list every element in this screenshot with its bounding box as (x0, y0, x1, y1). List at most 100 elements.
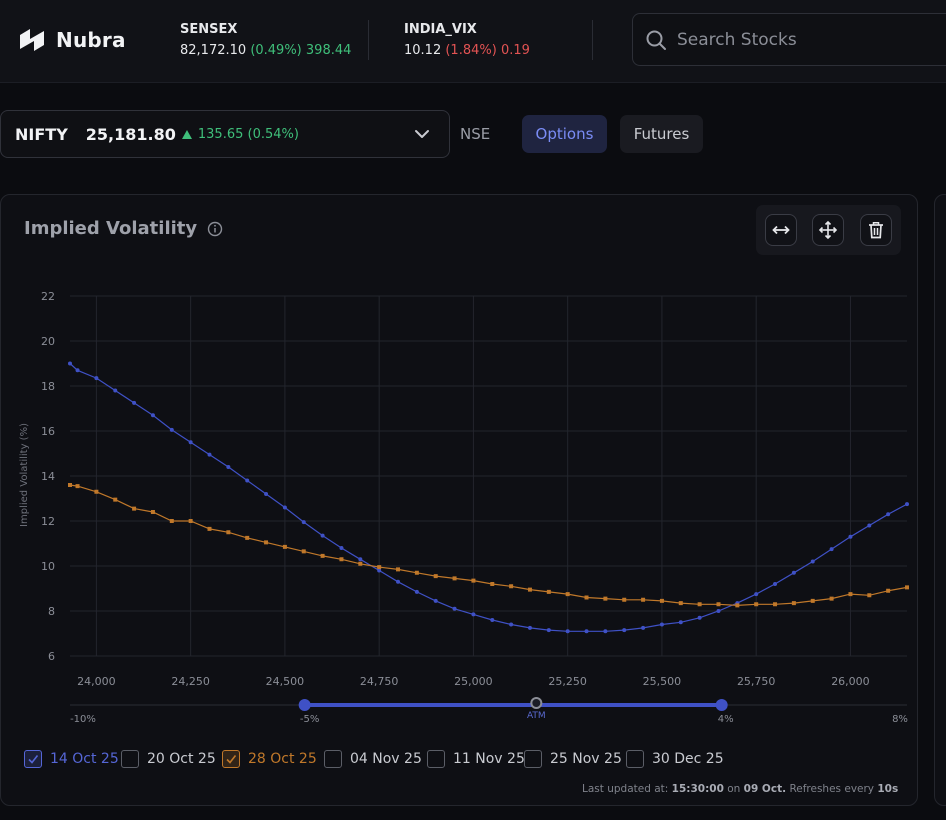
data-point[interactable] (659, 622, 664, 627)
move-button[interactable] (812, 214, 844, 246)
data-point[interactable] (301, 520, 306, 525)
data-point[interactable] (697, 615, 702, 620)
data-point[interactable] (320, 553, 325, 558)
data-point[interactable] (377, 565, 382, 570)
data-point[interactable] (886, 512, 891, 517)
data-point[interactable] (452, 576, 457, 581)
atm-marker[interactable] (530, 697, 543, 709)
expiry-option[interactable]: 20 Oct 25 (121, 750, 216, 768)
data-point[interactable] (169, 519, 174, 523)
data-point[interactable] (622, 597, 627, 602)
data-point[interactable] (527, 625, 532, 630)
data-point[interactable] (245, 535, 250, 540)
data-point[interactable] (791, 570, 796, 575)
data-point[interactable] (68, 361, 72, 366)
expiry-option[interactable]: 30 Dec 25 (626, 750, 724, 768)
data-point[interactable] (433, 574, 438, 579)
data-point[interactable] (848, 592, 853, 597)
data-point[interactable] (282, 505, 287, 510)
data-point[interactable] (584, 629, 589, 634)
symbol-selector[interactable]: NIFTY 25,181.80 135.65 (0.54%) (0, 110, 450, 158)
data-point[interactable] (226, 465, 231, 469)
data-point[interactable] (320, 533, 325, 538)
data-point[interactable] (810, 559, 815, 564)
data-point[interactable] (829, 547, 834, 552)
brand-logo[interactable]: Nubra (18, 27, 126, 53)
data-point[interactable] (188, 519, 193, 523)
data-point[interactable] (716, 602, 721, 607)
data-point[interactable] (773, 602, 778, 607)
ticker-india-vix[interactable]: INDIA_VIX 10.12 (1.84%) 0.19 (404, 22, 530, 58)
data-point[interactable] (754, 592, 759, 597)
data-point[interactable] (490, 618, 495, 622)
checkbox[interactable] (626, 750, 644, 768)
data-point[interactable] (678, 620, 683, 625)
data-point[interactable] (641, 597, 646, 602)
data-point[interactable] (150, 413, 155, 418)
data-point[interactable] (75, 484, 80, 489)
data-point[interactable] (509, 622, 514, 627)
data-point[interactable] (622, 628, 627, 633)
data-point[interactable] (735, 603, 740, 608)
data-point[interactable] (641, 625, 646, 630)
data-point[interactable] (207, 452, 212, 457)
expiry-option[interactable]: 28 Oct 25 (222, 750, 317, 768)
data-point[interactable] (68, 483, 72, 487)
data-point[interactable] (546, 628, 551, 633)
data-point[interactable] (282, 544, 287, 549)
data-point[interactable] (452, 606, 457, 611)
data-point[interactable] (471, 612, 476, 617)
tab-futures[interactable]: Futures (620, 115, 703, 153)
data-point[interactable] (414, 589, 419, 594)
expiry-option[interactable]: 25 Nov 25 (524, 750, 622, 768)
data-point[interactable] (603, 596, 608, 601)
search-box[interactable] (632, 13, 946, 66)
data-point[interactable] (716, 609, 721, 613)
data-point[interactable] (867, 523, 872, 528)
data-point[interactable] (245, 478, 250, 483)
expiry-option[interactable]: 04 Nov 25 (324, 750, 422, 768)
data-point[interactable] (603, 629, 608, 634)
slider-handle-high[interactable] (715, 699, 728, 711)
data-point[interactable] (829, 596, 834, 601)
data-point[interactable] (188, 440, 193, 445)
data-point[interactable] (339, 557, 344, 562)
data-point[interactable] (358, 561, 363, 566)
search-input[interactable] (677, 29, 917, 50)
data-point[interactable] (565, 592, 570, 597)
data-point[interactable] (791, 601, 796, 606)
expand-horizontal-button[interactable] (765, 214, 797, 246)
data-point[interactable] (377, 568, 382, 573)
data-point[interactable] (754, 602, 759, 607)
data-point[interactable] (396, 567, 401, 572)
expiry-option[interactable]: 11 Nov 25 (427, 750, 525, 768)
expiry-option[interactable]: 14 Oct 25 (24, 750, 119, 768)
data-point[interactable] (264, 540, 269, 545)
chevron-down-icon[interactable] (413, 125, 431, 143)
data-point[interactable] (490, 582, 495, 586)
data-point[interactable] (565, 629, 570, 634)
data-point[interactable] (75, 368, 80, 373)
checkbox-checked[interactable] (24, 750, 42, 768)
checkbox-checked[interactable] (222, 750, 240, 768)
data-point[interactable] (810, 598, 815, 603)
data-point[interactable] (396, 579, 401, 584)
data-point[interactable] (848, 534, 853, 539)
data-point[interactable] (584, 595, 589, 600)
info-icon[interactable] (207, 221, 223, 237)
data-point[interactable] (113, 497, 118, 502)
checkbox[interactable] (121, 750, 139, 768)
data-point[interactable] (301, 549, 306, 554)
tab-options[interactable]: Options (522, 115, 607, 153)
data-point[interactable] (226, 530, 231, 535)
data-point[interactable] (773, 582, 778, 586)
data-point[interactable] (546, 589, 551, 594)
checkbox[interactable] (324, 750, 342, 768)
data-point[interactable] (886, 588, 891, 593)
data-point[interactable] (169, 427, 174, 432)
data-point[interactable] (150, 510, 155, 514)
slider-handle-low[interactable] (298, 699, 311, 711)
data-point[interactable] (905, 502, 909, 507)
data-point[interactable] (527, 587, 532, 592)
